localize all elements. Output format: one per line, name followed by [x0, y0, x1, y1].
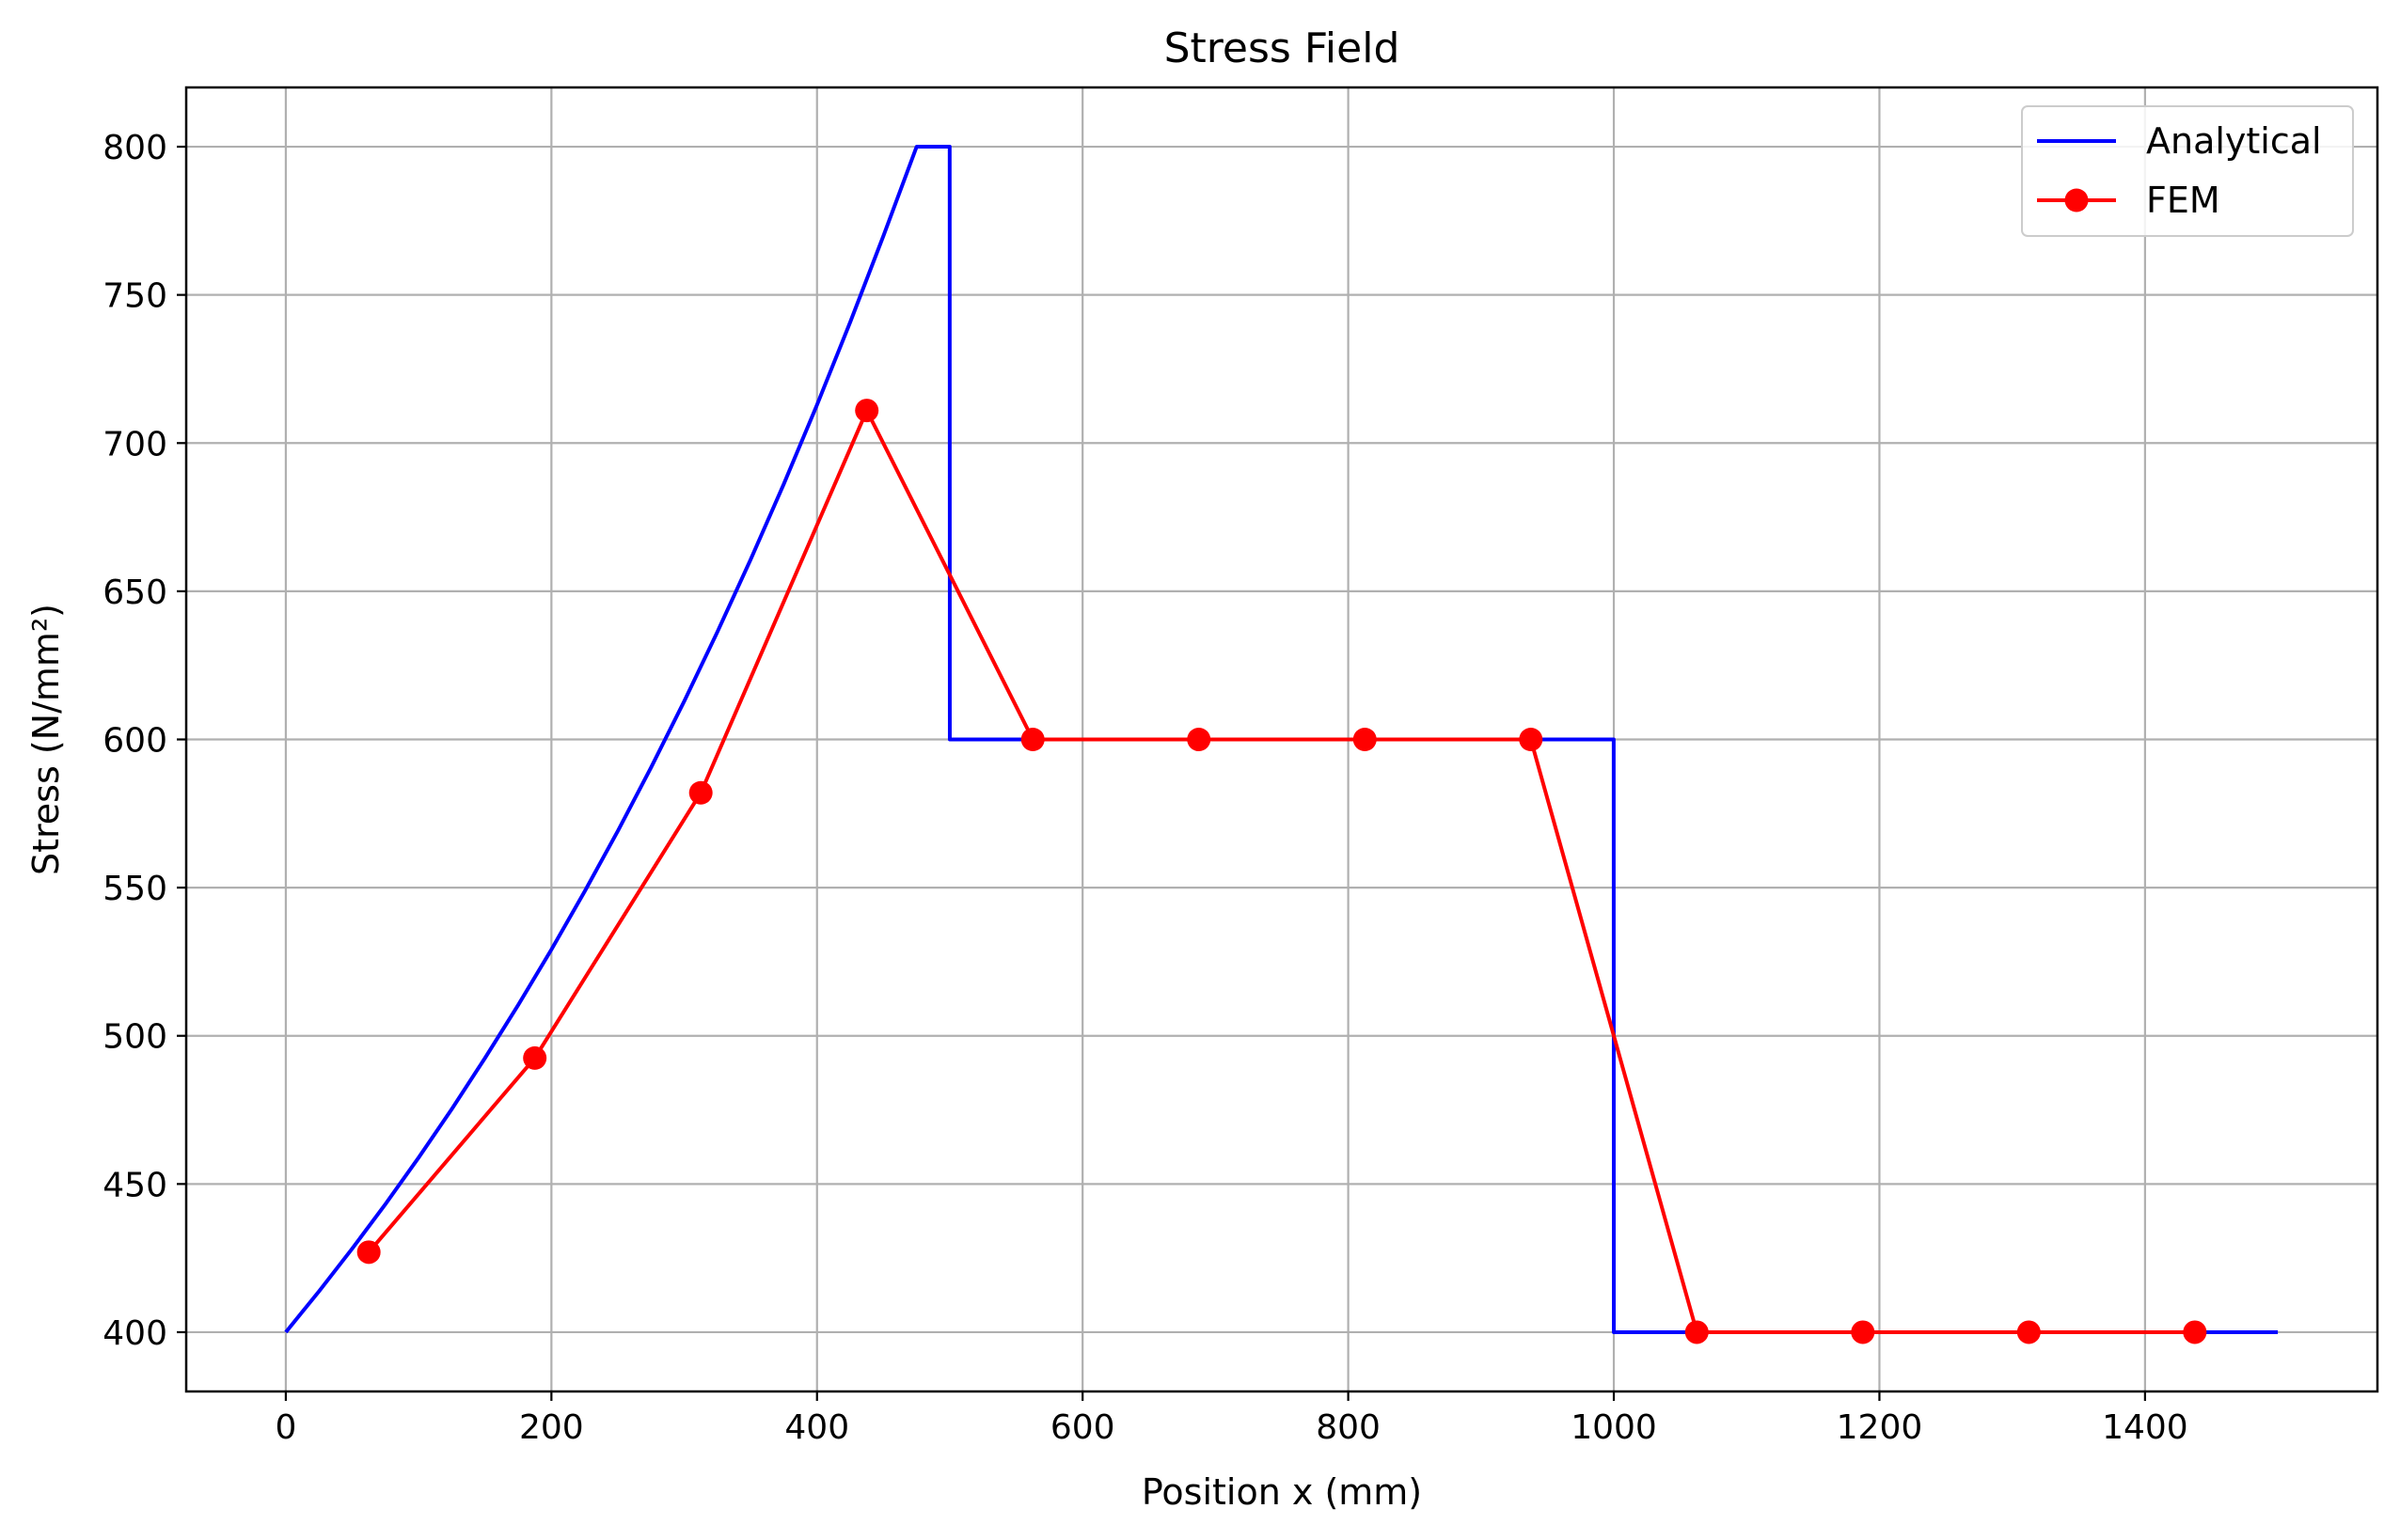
- fem-data-point: [1020, 728, 1045, 751]
- legend-box: [2021, 105, 2354, 237]
- y-tick-label: 500: [103, 1018, 167, 1057]
- axis-ticks: 0 200 400 600 800 1000 1200 1400 400 450 500 550 600…: [103, 129, 2187, 1447]
- fem-data-point: [1684, 1320, 1709, 1344]
- x-tick-label: 1000: [1571, 1408, 1657, 1447]
- y-tick-label: 750: [103, 277, 167, 316]
- plot-series: [284, 145, 2279, 1344]
- y-tick-label: 550: [103, 870, 167, 908]
- fem-data-point: [1519, 728, 1543, 751]
- legend: Analytical FEM: [2021, 105, 2354, 237]
- x-tick-label: 200: [519, 1408, 584, 1447]
- fem-data-point: [2183, 1320, 2207, 1344]
- fem-data-point: [356, 1240, 381, 1265]
- x-tick-label: 1200: [1837, 1408, 1923, 1447]
- legend-label-fem: FEM: [2146, 180, 2220, 221]
- x-tick-label: 400: [784, 1408, 849, 1447]
- x-tick-label: 800: [1316, 1408, 1381, 1447]
- legend-marker: [2064, 188, 2089, 212]
- fem-data-point: [1352, 728, 1377, 751]
- y-tick-label: 800: [103, 129, 167, 167]
- series-line-analytical: [284, 145, 2279, 1334]
- fem-data-point: [523, 1045, 547, 1070]
- x-tick-label: 600: [1050, 1408, 1115, 1447]
- fem-data-point: [855, 399, 879, 423]
- x-axis-label: Position x (mm): [1142, 1471, 1422, 1513]
- y-tick-label: 650: [103, 574, 167, 612]
- x-tick-label: 1400: [2102, 1408, 2188, 1447]
- fem-data-point: [688, 780, 713, 805]
- legend-label-analytical: Analytical: [2146, 120, 2322, 162]
- fem-data-point: [1851, 1320, 1875, 1344]
- y-tick-label: 450: [103, 1166, 167, 1204]
- y-tick-label: 600: [103, 722, 167, 761]
- y-axis-label: Stress (N/mm²): [25, 604, 67, 875]
- fem-data-point: [1187, 728, 1211, 751]
- fem-data-point: [2016, 1320, 2041, 1344]
- series-line-fem: [367, 408, 2195, 1334]
- y-tick-label: 400: [103, 1314, 167, 1353]
- x-tick-label: 0: [275, 1408, 296, 1447]
- grid-lines: [186, 87, 2377, 1391]
- chart-title: Stress Field: [1164, 24, 1400, 72]
- y-tick-label: 700: [103, 425, 167, 464]
